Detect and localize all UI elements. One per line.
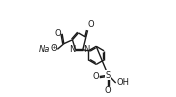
Text: S: S: [106, 71, 111, 80]
Text: O: O: [55, 29, 61, 38]
Text: O: O: [88, 20, 95, 29]
Text: OH: OH: [116, 78, 129, 87]
Text: Na: Na: [39, 45, 51, 54]
Text: N: N: [83, 45, 90, 54]
Text: O: O: [50, 44, 57, 53]
Text: N: N: [69, 45, 75, 54]
Text: +: +: [51, 45, 56, 50]
Text: O: O: [105, 86, 112, 95]
Text: O: O: [93, 72, 99, 81]
